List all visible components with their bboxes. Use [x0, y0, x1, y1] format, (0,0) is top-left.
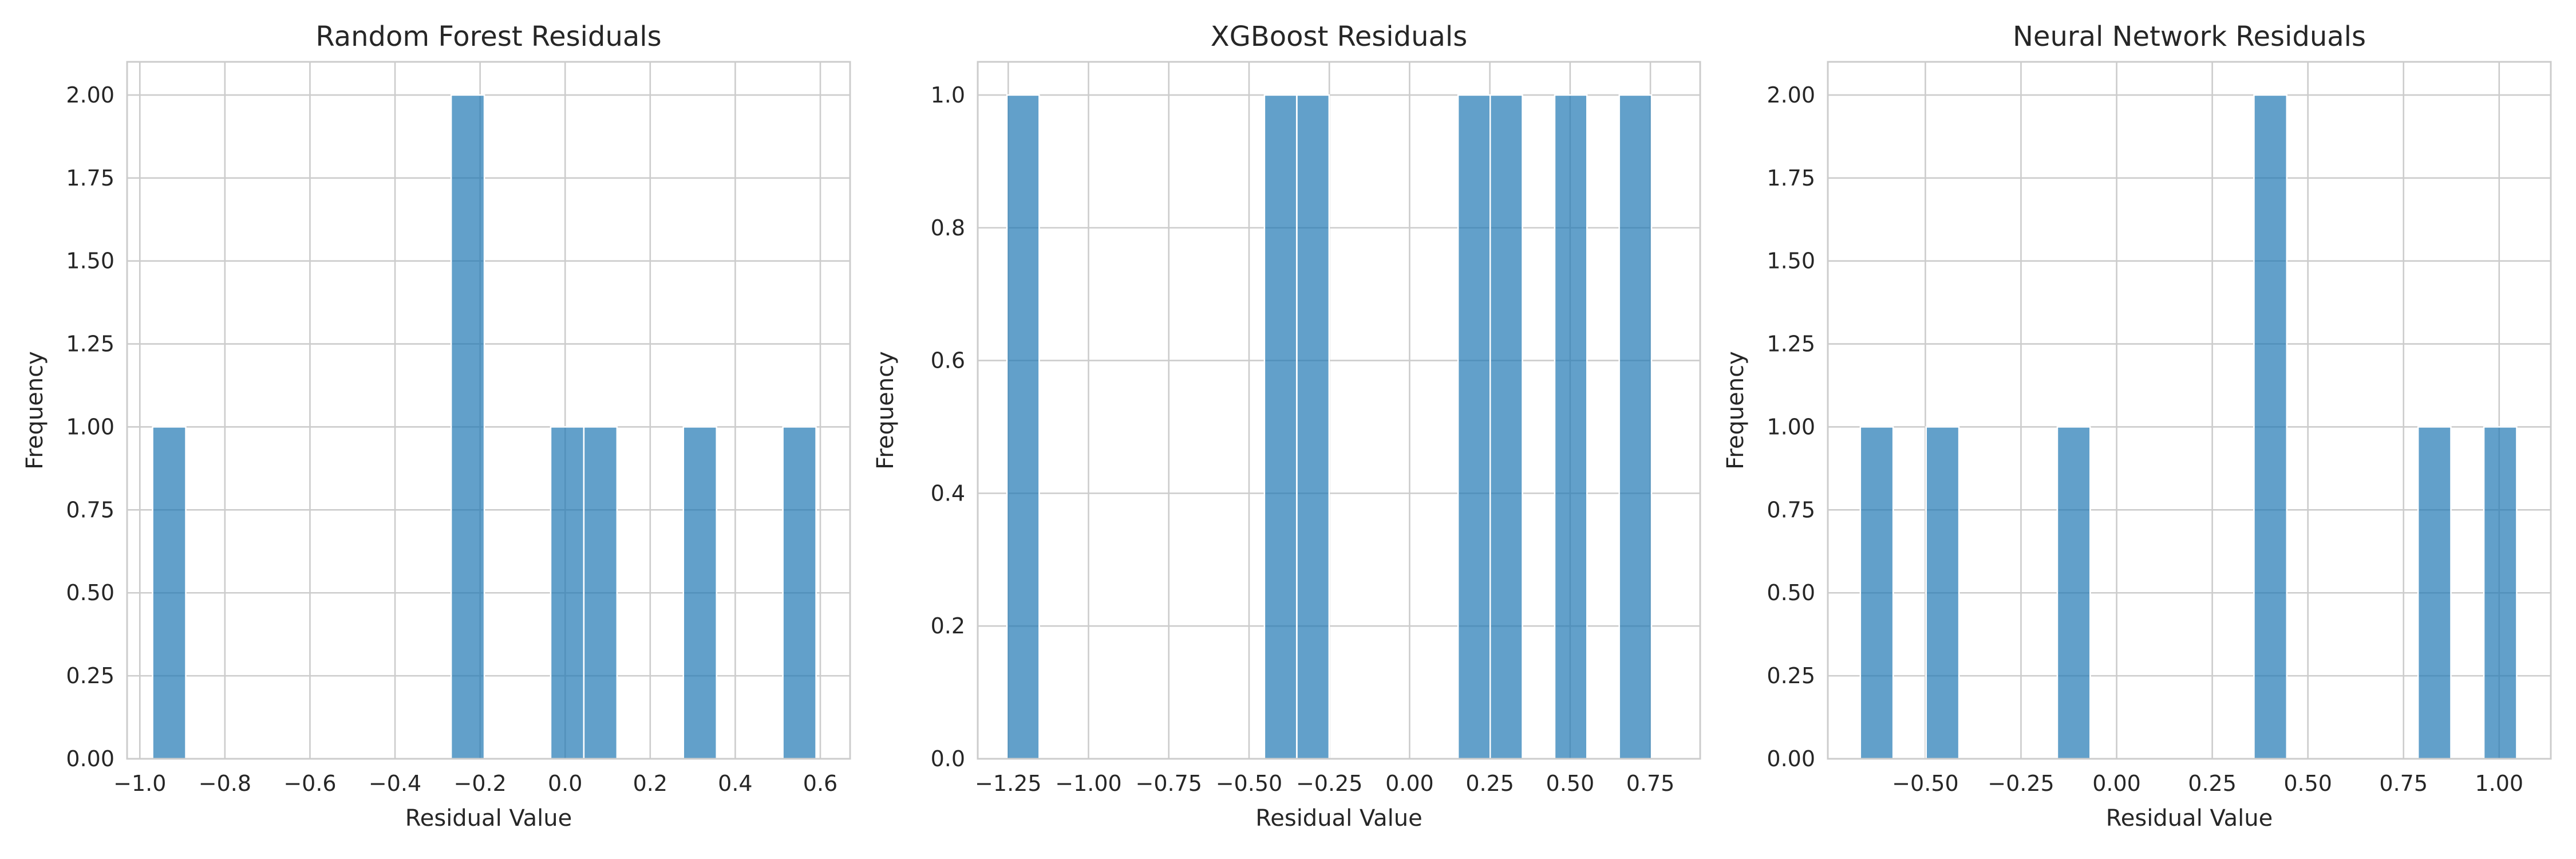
histogram-bar: [1489, 94, 1523, 760]
x-tick-label: −0.50: [1892, 771, 1958, 796]
y-tick-label: 1.0: [931, 82, 965, 108]
histogram-bar: [1296, 94, 1330, 760]
y-axis-label: Frequency: [22, 351, 48, 470]
y-tick-label: 0.75: [66, 497, 114, 522]
x-tick-label: −1.00: [1055, 771, 1121, 796]
y-tick-label: 1.00: [66, 414, 114, 439]
histogram-bar: [1457, 94, 1491, 760]
y-tick-label: 1.75: [1767, 166, 1815, 191]
x-tick-label: 0.75: [1626, 771, 1675, 796]
x-tick-label: 0.6: [803, 771, 837, 796]
y-tick-label: 1.00: [1767, 414, 1815, 439]
x-tick-label: −0.50: [1216, 771, 1282, 796]
x-tick-label: 1.00: [2475, 771, 2523, 796]
chart-title: Neural Network Residuals: [2013, 21, 2366, 53]
y-tick-label: 0.25: [1767, 663, 1815, 688]
x-tick-label: 0.25: [1465, 771, 1514, 796]
x-tick-label: 0.50: [1546, 771, 1595, 796]
panel-neural-network: −0.50 −0.25 0.00 0.25 0.50 0.75 1.00 0.00 0.25 0.…: [1722, 21, 2552, 832]
x-tick-label: 0.0: [548, 771, 582, 796]
y-tick-label: 0.50: [1767, 580, 1815, 605]
histogram-bar: [1554, 94, 1588, 760]
y-tick-label: 0.50: [66, 580, 114, 605]
x-tick-label: 0.75: [2379, 771, 2428, 796]
histogram-bar: [2483, 426, 2518, 760]
y-tick-label: 0.2: [931, 613, 965, 639]
histogram-bar: [682, 426, 717, 760]
x-tick-label: −0.75: [1136, 771, 1202, 796]
x-tick-label: −0.8: [199, 771, 251, 796]
histogram-bar: [1618, 94, 1653, 760]
histogram-bar: [583, 426, 618, 760]
axes-frame: [977, 61, 1701, 760]
y-tick-label: 1.75: [66, 166, 114, 191]
histogram-bar: [1006, 94, 1040, 760]
y-tick-label: 2.00: [66, 82, 114, 108]
histogram-bar: [550, 426, 585, 760]
histogram-bar: [1925, 426, 1960, 760]
x-axis-label: Residual Value: [2106, 805, 2273, 832]
x-tick-label: 0.25: [2188, 771, 2237, 796]
y-tick-label: 1.50: [1767, 249, 1815, 274]
x-tick-label: −0.2: [454, 771, 507, 796]
histogram-bar: [782, 426, 817, 760]
y-tick-label: 0.4: [931, 480, 965, 506]
histogram-bar: [152, 426, 187, 760]
histogram-bar: [2056, 426, 2091, 760]
x-tick-label: 0.50: [2283, 771, 2332, 796]
x-tick-label: −0.25: [1296, 771, 1362, 796]
x-tick-label: 0.2: [633, 771, 667, 796]
x-tick-label: −1.25: [975, 771, 1041, 796]
histogram-bar: [1263, 94, 1298, 760]
y-tick-label: 1.25: [1767, 332, 1815, 357]
chart-title: Random Forest Residuals: [315, 21, 661, 53]
y-axis-label: Frequency: [1722, 351, 1749, 470]
histogram-bar: [450, 94, 485, 760]
x-tick-label: 0.00: [1385, 771, 1434, 796]
y-tick-label: 0.00: [1767, 746, 1815, 771]
y-tick-label: 1.50: [66, 249, 114, 274]
histogram-bar: [1859, 426, 1894, 760]
y-tick-label: 0.6: [931, 348, 965, 373]
x-tick-label: −0.25: [1988, 771, 2054, 796]
chart-title: XGBoost Residuals: [1211, 21, 1468, 53]
axes-frame: [126, 61, 851, 760]
y-tick-label: 0.0: [931, 746, 965, 771]
y-tick-label: 2.00: [1767, 82, 1815, 108]
y-tick-label: 0.8: [931, 215, 965, 241]
axes-frame: [1827, 61, 2552, 760]
y-tick-label: 0.75: [1767, 497, 1815, 522]
x-tick-label: 0.00: [2092, 771, 2141, 796]
panel-xgboost: −1.25 −1.00 −0.75 −0.50 −0.25 0.00 0.25 0.50 0.7…: [872, 21, 1701, 832]
histogram-bar: [2253, 94, 2288, 760]
panel-random-forest: −1.0 −0.8 −0.6 −0.4 −0.2 0.0 0.2 0.4 0.6 0.00 0.25…: [22, 21, 851, 832]
x-axis-label: Residual Value: [405, 805, 572, 832]
histogram-bar: [2417, 426, 2452, 760]
y-tick-label: 0.25: [66, 663, 114, 688]
x-axis-label: Residual Value: [1255, 805, 1422, 832]
y-tick-label: 1.25: [66, 332, 114, 357]
x-tick-label: −0.4: [369, 771, 421, 796]
x-tick-label: −0.6: [283, 771, 336, 796]
x-tick-label: 0.4: [718, 771, 752, 796]
y-tick-label: 0.00: [66, 746, 114, 771]
x-tick-label: −1.0: [113, 771, 166, 796]
y-axis-label: Frequency: [872, 351, 899, 470]
